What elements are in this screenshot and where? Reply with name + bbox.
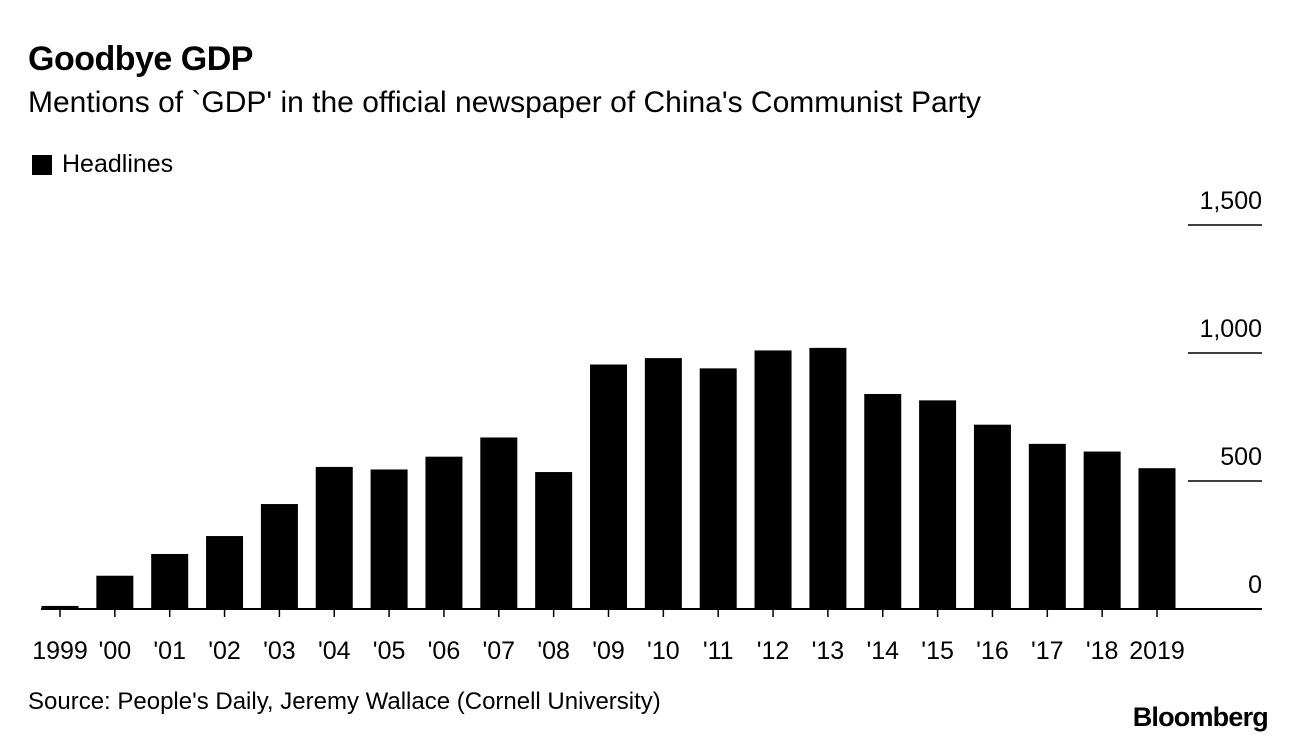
x-tick-label: '15 xyxy=(921,637,954,665)
x-tick-label: '02 xyxy=(208,637,241,665)
x-tick-label: '05 xyxy=(373,637,406,665)
x-tick-label: '08 xyxy=(537,637,570,665)
x-tick-label: '01 xyxy=(153,637,186,665)
bar-03 xyxy=(260,504,298,609)
bar-06 xyxy=(425,456,463,609)
x-tick-label: '00 xyxy=(99,637,132,665)
x-tick-label: 1999 xyxy=(32,637,88,665)
bar-04 xyxy=(315,466,353,609)
x-tick-label: '04 xyxy=(318,637,351,665)
x-tick-label: '18 xyxy=(1086,637,1119,665)
bar-05 xyxy=(370,469,408,609)
chart-subtitle: Mentions of `GDP' in the official newspa… xyxy=(28,86,981,119)
bar-2019 xyxy=(1138,468,1176,609)
x-tick-label: '14 xyxy=(866,637,899,665)
bar-15 xyxy=(919,400,957,609)
legend-swatch-headlines xyxy=(32,154,52,175)
bar-11 xyxy=(699,368,737,609)
y-tick-label: 0 xyxy=(1248,571,1262,599)
bar-12 xyxy=(754,350,792,609)
bar-1999 xyxy=(41,605,79,609)
bar-14 xyxy=(864,393,902,609)
x-tick-label: '10 xyxy=(647,637,680,665)
source-note: Source: People's Daily, Jeremy Wallace (… xyxy=(28,688,661,715)
x-tick-label: '06 xyxy=(428,637,461,665)
bar-00 xyxy=(96,575,134,609)
y-tick-label: 500 xyxy=(1220,443,1262,471)
x-tick-label: '11 xyxy=(703,637,734,665)
x-tick-label: 2019 xyxy=(1129,637,1185,665)
bar-08 xyxy=(535,472,573,609)
bloomberg-logo: Bloomberg xyxy=(1132,702,1269,732)
bar-17 xyxy=(1028,443,1066,609)
bar-09 xyxy=(590,364,627,609)
bar-01 xyxy=(151,553,189,609)
bar-16 xyxy=(973,424,1011,609)
x-tick-label: '17 xyxy=(1031,637,1064,665)
y-tick-label: 1,000 xyxy=(1199,315,1262,343)
x-tick-label: '13 xyxy=(812,637,845,665)
x-tick-label: '07 xyxy=(483,637,516,665)
bar-18 xyxy=(1083,451,1121,609)
y-tick-label: 1,500 xyxy=(1199,187,1262,215)
legend-label-headlines: Headlines xyxy=(62,150,174,178)
bar-02 xyxy=(206,536,244,609)
x-tick-label: '03 xyxy=(263,637,296,665)
x-tick-label: '09 xyxy=(592,637,625,665)
x-tick-label: '12 xyxy=(757,637,790,665)
bar-10 xyxy=(644,358,682,609)
bar-13 xyxy=(809,347,847,609)
bar-07 xyxy=(480,437,518,609)
legend: Headlines xyxy=(32,150,173,179)
chart-title: Goodbye GDP xyxy=(28,40,253,78)
x-tick-label: '16 xyxy=(976,637,1009,665)
